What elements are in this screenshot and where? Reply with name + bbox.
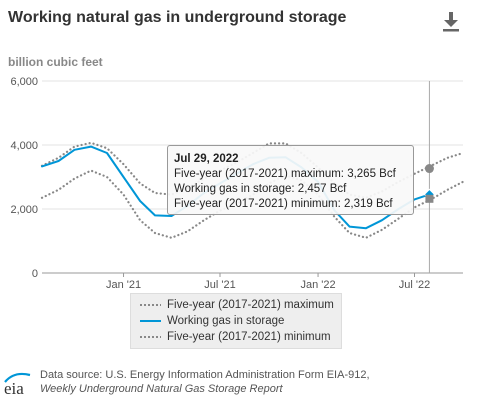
y-tick-label: 0 — [32, 268, 38, 280]
source-line-2: Weekly Underground Natural Gas Storage R… — [40, 383, 283, 395]
legend-label-working: Working gas in storage — [167, 315, 285, 327]
tooltip-date: Jul 29, 2022 — [174, 153, 239, 165]
y-tick-label: 2,000 — [10, 204, 38, 216]
chart-title: Working natural gas in underground stora… — [8, 9, 347, 26]
data-source: Data source: U.S. Energy Information Adm… — [40, 368, 370, 396]
chart-tooltip: Jul 29, 2022 Five-year (2017-2021) maxim… — [167, 145, 414, 215]
x-tick-label: Jul '21 — [204, 279, 235, 290]
legend-label-maximum: Five-year (2017-2021) maximum — [167, 299, 334, 311]
marker-minimum — [425, 194, 434, 203]
tooltip-min: Five-year (2017-2021) minimum: 2,319 Bcf — [174, 198, 393, 210]
unit-label: billion cubic feet — [8, 55, 103, 69]
legend-swatch-minimum — [140, 336, 161, 338]
y-tick-label: 4,000 — [10, 140, 38, 152]
y-tick-label: 6,000 — [10, 76, 38, 88]
legend-swatch-maximum — [140, 304, 161, 306]
x-tick-label: Jan '22 — [300, 279, 335, 290]
tooltip-max: Five-year (2017-2021) maximum: 3,265 Bcf — [174, 168, 396, 180]
tooltip-working: Working gas in storage: 2,457 Bcf — [174, 183, 347, 195]
download-icon[interactable] — [440, 10, 462, 32]
x-tick-label: Jan '21 — [106, 279, 141, 290]
legend-label-minimum: Five-year (2017-2021) minimum — [167, 331, 331, 343]
x-tick-label: Jul '22 — [399, 279, 430, 290]
eia-logo: eia — [4, 372, 31, 396]
source-line-1: Data source: U.S. Energy Information Adm… — [40, 369, 370, 381]
marker-maximum — [424, 164, 434, 174]
legend-swatch-working — [140, 320, 161, 322]
chart-legend: Five-year (2017-2021) maximum Working ga… — [130, 293, 342, 349]
eia-logo-text: eia — [4, 379, 24, 396]
